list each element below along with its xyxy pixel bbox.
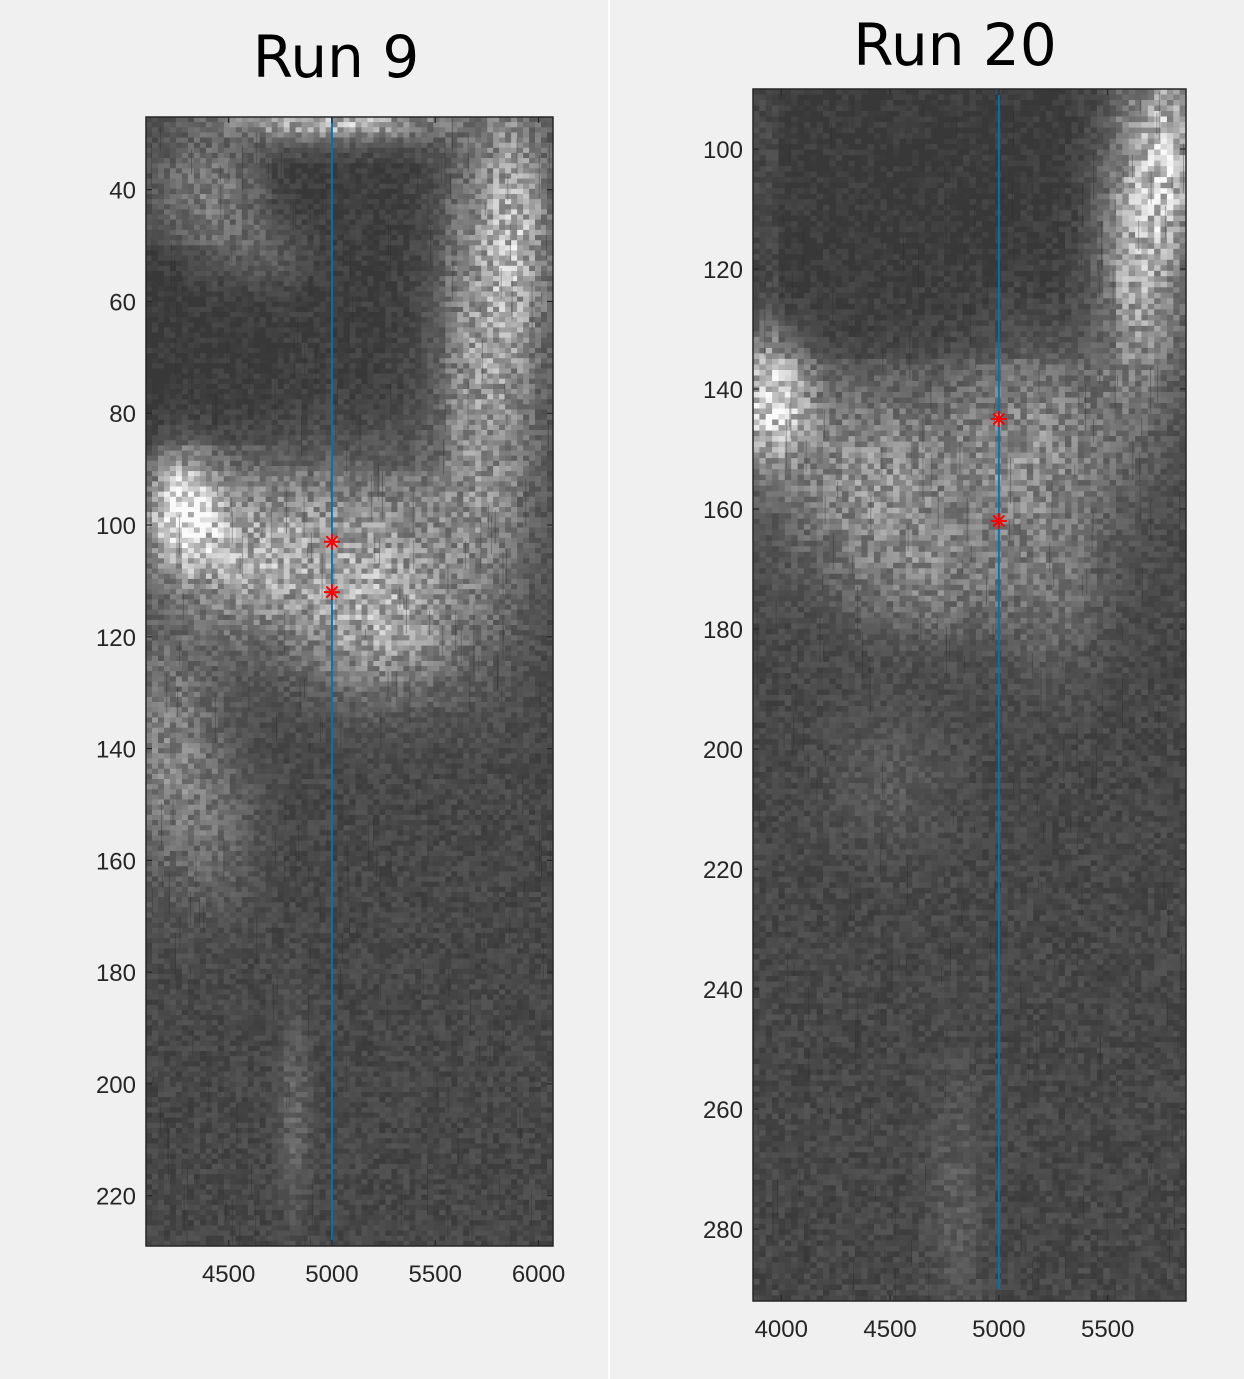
data-point-marker xyxy=(323,584,340,601)
data-point-marker xyxy=(323,533,340,550)
y-tick-label: 180 xyxy=(703,617,743,644)
y-tick-label: 60 xyxy=(109,289,136,316)
y-tick-label: 200 xyxy=(703,737,743,764)
x-tick-label: 5000 xyxy=(305,1261,358,1288)
y-tick-label: 120 xyxy=(703,257,743,284)
y-tick-label: 260 xyxy=(703,1097,743,1124)
heatmap-image xyxy=(146,117,553,1246)
y-tick-label: 100 xyxy=(96,513,136,540)
x-tick-label: 6000 xyxy=(512,1261,565,1288)
chart-panel-run-20: Run 20 4000 4500 5000 5500 100 120 140 160 180 20… xyxy=(610,0,1244,1379)
y-tick-label: 280 xyxy=(703,1217,743,1244)
y-tick-label: 160 xyxy=(96,848,136,875)
chart-title: Run 9 xyxy=(0,28,608,86)
y-tick-label: 220 xyxy=(96,1184,136,1211)
y-tick-label: 240 xyxy=(703,977,743,1004)
y-tick-label: 140 xyxy=(703,377,743,404)
y-tick-label: 120 xyxy=(96,625,136,652)
y-tick-label: 40 xyxy=(109,178,136,205)
heatmap-streaks xyxy=(753,91,1186,1301)
y-tick-label: 80 xyxy=(109,401,136,428)
x-tick-label: 5000 xyxy=(972,1316,1025,1343)
x-tick-label: 5500 xyxy=(1081,1316,1134,1343)
axes-box xyxy=(752,88,1187,1302)
y-tick-label: 180 xyxy=(96,960,136,987)
axes-box xyxy=(145,116,554,1247)
heatmap-cells xyxy=(753,89,1186,1301)
chart-panel-run-9: Run 9 4500 5000 5500 6000 40 60 80 100 120 140 160… xyxy=(0,0,608,1379)
chart-plot-run-9: 4500 5000 5500 6000 40 60 80 100 120 140 160 180 200… xyxy=(96,116,565,1288)
y-tick-label: 140 xyxy=(96,737,136,764)
panel-divider xyxy=(608,0,610,1379)
chart-plot-run-20: 4000 4500 5000 5500 100 120 140 160 180 200 220 240… xyxy=(703,88,1187,1343)
x-tick-label: 4500 xyxy=(202,1261,255,1288)
chart-title: Run 20 xyxy=(610,16,1244,74)
x-tick-label: 4000 xyxy=(755,1316,808,1343)
y-tick-label: 220 xyxy=(703,857,743,884)
heatmap-image xyxy=(753,89,1186,1301)
x-tick-label: 5500 xyxy=(409,1261,462,1288)
data-point-marker xyxy=(990,513,1007,529)
y-tick-label: 100 xyxy=(703,137,743,164)
heatmap-streaks xyxy=(146,117,551,1246)
heatmap-cells xyxy=(146,117,553,1246)
data-point-marker xyxy=(990,411,1007,427)
x-tick-label: 4500 xyxy=(863,1316,916,1343)
y-tick-label: 200 xyxy=(96,1072,136,1099)
y-tick-label: 160 xyxy=(703,497,743,524)
